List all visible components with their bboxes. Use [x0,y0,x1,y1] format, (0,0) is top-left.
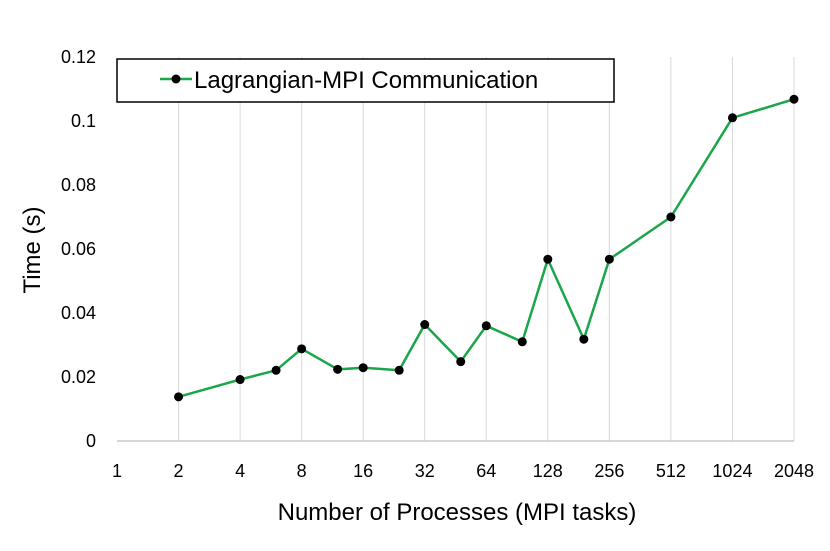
x-tick-label: 4 [235,461,245,481]
data-point [174,392,184,402]
data-point [456,357,466,367]
x-tick-label: 2048 [774,461,814,481]
x-tick-labels: 1 2 4 8 16 32 64 128 256 512 1024 2048 [112,461,814,481]
legend-box [116,58,615,103]
data-point [394,365,404,375]
data-point [727,113,737,123]
data-point [666,212,676,222]
y-tick-label: 0.1 [71,111,96,131]
y-tick-label: 0 [86,431,96,451]
y-tick-label: 0.12 [61,47,96,67]
grid-lines [178,57,795,441]
data-point [333,364,343,374]
x-tick-label: 512 [656,461,686,481]
x-axis-title: Number of Processes (MPI tasks) [278,499,637,526]
y-axis-title: Time (s) [19,206,46,293]
data-point [604,254,614,264]
data-point [235,375,245,385]
x-tick-label: 128 [533,461,563,481]
data-point [481,321,491,331]
data-points [174,94,799,402]
data-point [358,363,368,373]
y-tick-label: 0.08 [61,175,96,195]
x-tick-label: 1024 [712,461,752,481]
data-point [517,337,527,347]
x-tick-label: 1 [112,461,122,481]
legend: Lagrangian-MPI Communication [116,58,615,103]
x-tick-label: 32 [415,461,435,481]
x-tick-label: 256 [594,461,624,481]
x-tick-label: 2 [174,461,184,481]
data-point [789,94,799,104]
x-tick-label: 8 [297,461,307,481]
y-tick-labels: 0 0.02 0.04 0.06 0.08 0.1 0.12 [61,47,96,451]
x-tick-label: 16 [353,461,373,481]
legend-label: Lagrangian-MPI Communication [194,67,538,94]
legend-marker [171,74,181,84]
data-point [579,334,589,344]
y-tick-label: 0.04 [61,303,96,323]
x-tick-label: 64 [476,461,496,481]
data-point [297,344,307,354]
data-point [271,365,281,375]
data-point [543,254,553,264]
y-tick-label: 0.06 [61,239,96,259]
data-point [420,320,430,330]
y-tick-label: 0.02 [61,367,96,387]
